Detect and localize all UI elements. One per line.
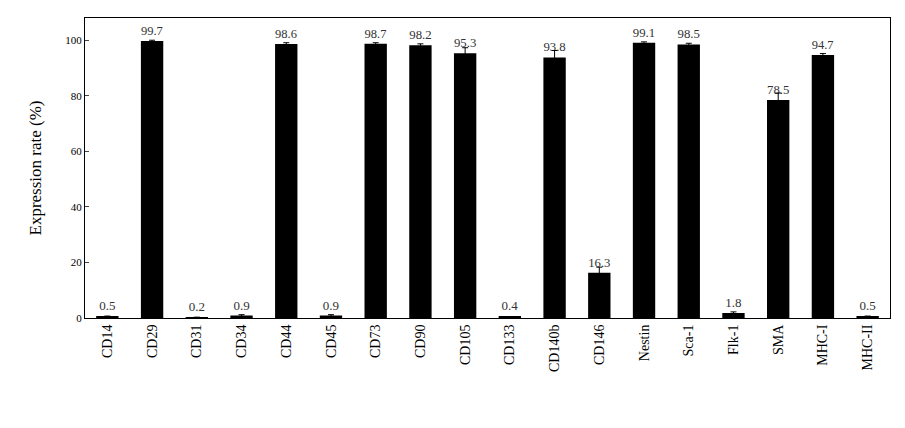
svg-text:CD34: CD34 — [234, 325, 249, 358]
svg-text:CD73: CD73 — [368, 325, 383, 358]
svg-text:0.5: 0.5 — [99, 298, 115, 313]
svg-text:98.7: 98.7 — [365, 27, 387, 41]
svg-text:0.4: 0.4 — [501, 298, 518, 313]
svg-text:CD90: CD90 — [413, 325, 428, 358]
svg-text:0.9: 0.9 — [323, 298, 339, 313]
svg-text:99.1: 99.1 — [633, 26, 655, 40]
svg-text:0: 0 — [76, 312, 82, 324]
svg-text:MHC-I: MHC-I — [815, 324, 830, 366]
svg-text:0.5: 0.5 — [860, 298, 876, 313]
svg-text:93.8: 93.8 — [543, 40, 565, 54]
svg-text:Expression rate (%): Expression rate (%) — [26, 100, 45, 235]
svg-text:16.3: 16.3 — [588, 256, 610, 270]
svg-text:100: 100 — [65, 34, 82, 46]
svg-text:99.7: 99.7 — [141, 24, 163, 38]
svg-text:0.2: 0.2 — [189, 299, 205, 314]
svg-text:CD29: CD29 — [145, 325, 160, 358]
svg-text:CD31: CD31 — [189, 325, 204, 358]
svg-text:80: 80 — [71, 90, 83, 102]
svg-text:Nestin: Nestin — [637, 325, 652, 362]
svg-text:60: 60 — [71, 145, 83, 157]
svg-text:Flk-1: Flk-1 — [726, 325, 741, 355]
svg-text:20: 20 — [71, 256, 83, 268]
svg-text:98.5: 98.5 — [678, 27, 700, 41]
svg-text:SMA: SMA — [771, 324, 786, 355]
svg-text:CD45: CD45 — [324, 325, 339, 358]
svg-text:CD44: CD44 — [279, 325, 294, 358]
svg-text:CD133: CD133 — [502, 325, 517, 365]
svg-text:40: 40 — [71, 201, 83, 213]
svg-text:78.5: 78.5 — [767, 83, 789, 97]
svg-text:0.9: 0.9 — [233, 298, 249, 313]
svg-text:94.7: 94.7 — [812, 38, 834, 52]
svg-text:1.8: 1.8 — [725, 295, 741, 310]
svg-text:98.2: 98.2 — [409, 28, 431, 42]
svg-text:CD146: CD146 — [592, 325, 607, 365]
svg-text:98.6: 98.6 — [275, 27, 297, 41]
svg-text:CD140b: CD140b — [547, 325, 562, 372]
svg-text:CD14: CD14 — [100, 325, 115, 358]
svg-text:MHC-II: MHC-II — [860, 324, 875, 370]
svg-text:95.3: 95.3 — [454, 36, 476, 50]
svg-text:CD105: CD105 — [458, 325, 473, 365]
svg-text:Sca-1: Sca-1 — [681, 325, 696, 357]
